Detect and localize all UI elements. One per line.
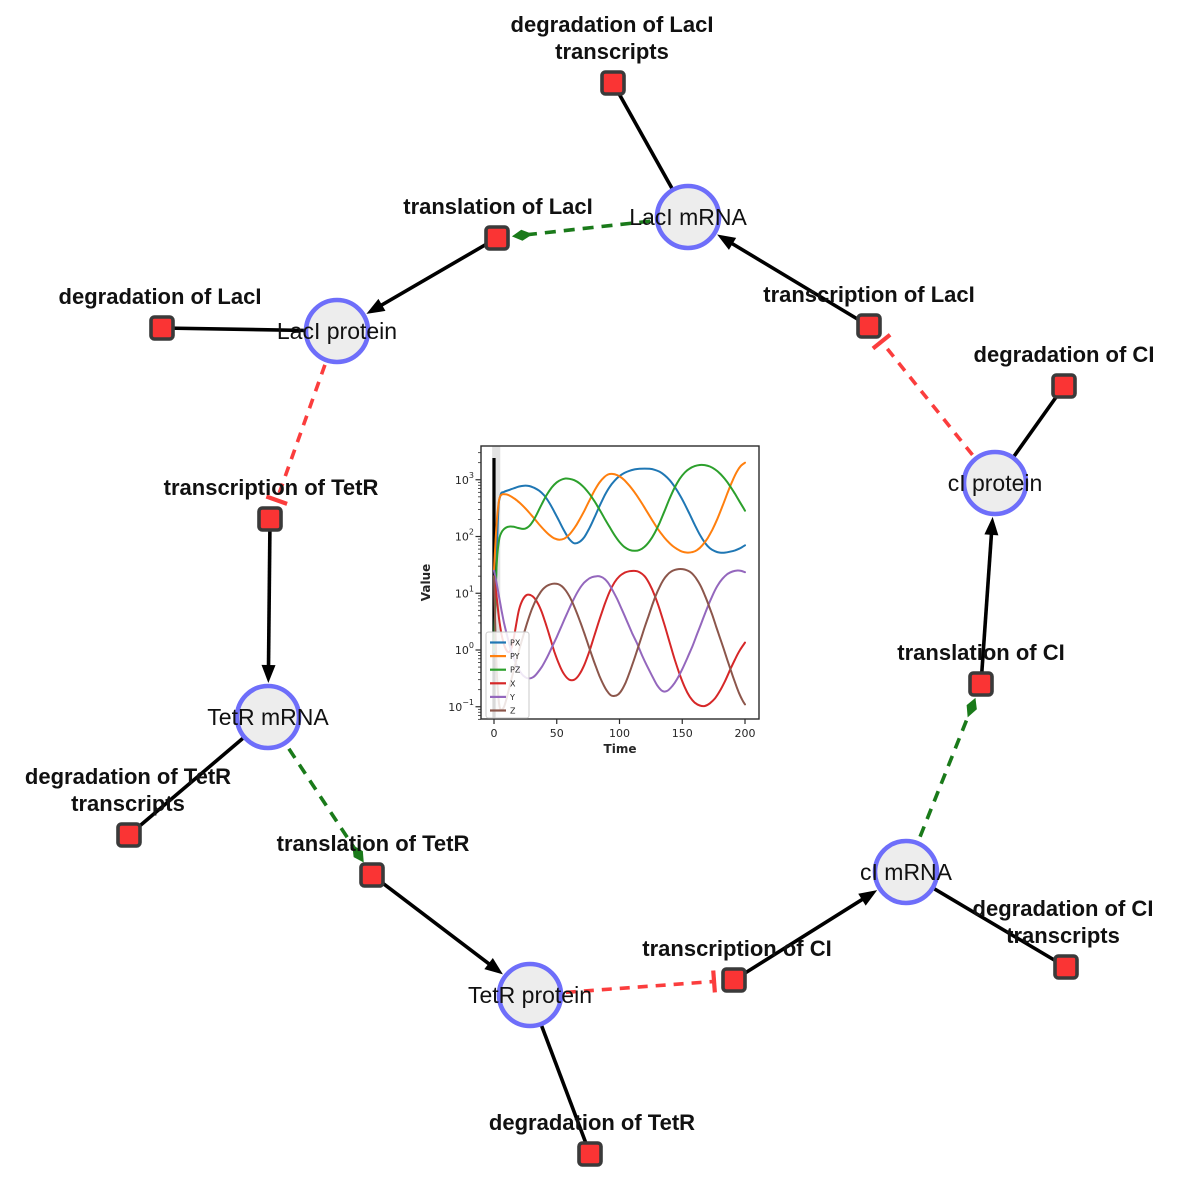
edge-laci-protein-to-transcription-of-tetr-tbar-icon [265, 494, 288, 506]
chart-y-tick-label: 103 [455, 471, 474, 487]
chart-y-tick-label: 10−1 [448, 698, 474, 714]
chart-x-tick-label: 0 [491, 727, 498, 740]
chart-yaxis-label: Value [419, 564, 433, 602]
reaction-label-degradation-of-laci: degradation of LacI [59, 284, 262, 309]
chart-legend-label-PY: PY [510, 652, 520, 661]
chart-line-Z [493, 568, 746, 712]
reaction-label-degradation-of-ci-transcripts: degradation of CI transcripts [973, 896, 1154, 948]
reaction-node-degradation-of-tetr-transcripts [116, 822, 142, 848]
chart-xaxis-label: Time [604, 742, 637, 756]
edge-translation-of-laci-to-laci-protein [375, 236, 498, 310]
species-label-ci-protein: cI protein [948, 470, 1043, 496]
species-label-laci-mrna: LacI mRNA [629, 204, 747, 230]
chart-line-PZ [493, 463, 746, 651]
species-label-tetr-mrna: TetR mRNA [207, 704, 329, 730]
reaction-node-degradation-of-laci [149, 315, 175, 341]
edge-ci-mrna-to-translation-of-ci-arrowhead-icon [966, 697, 977, 718]
chart-series-lines [493, 461, 746, 712]
edge-translation-of-ci-to-ci-protein-arrowhead-icon [984, 516, 999, 536]
reaction-node-degradation-of-ci-transcripts [1053, 954, 1079, 980]
network-edges [127, 82, 1067, 1155]
chart-y-tick-label: 102 [455, 528, 474, 544]
edge-transcription-of-laci-to-laci-mrna-arrowhead-icon [717, 234, 737, 250]
chart-legend-label-Y: Y [509, 693, 515, 702]
reaction-node-degradation-of-ci [1051, 373, 1077, 399]
reaction-label-transcription-of-ci: transcription of CI [642, 936, 831, 961]
edge-tetr-protein-to-transcription-of-ci-tbar-icon [711, 970, 717, 993]
chart-x-tick-label: 200 [735, 727, 756, 740]
reaction-node-translation-of-tetr [359, 862, 385, 888]
reaction-label-degradation-of-tetr-transcripts: degradation of TetR transcripts [25, 764, 231, 816]
chart-x-tick-label: 50 [550, 727, 564, 740]
reaction-node-translation-of-laci [484, 225, 510, 251]
reaction-node-degradation-of-tetr [577, 1141, 603, 1167]
reaction-label-degradation-of-laci-transcripts: degradation of LacI transcripts [511, 12, 714, 64]
network-labels: degradation of LacI transcripts translatio… [25, 12, 1155, 1135]
edge-transcription-of-tetr-to-tetr-mrna-arrowhead-icon [261, 664, 276, 684]
reaction-node-transcription-of-tetr [257, 506, 283, 532]
species-node-laci-mrna [654, 183, 722, 251]
chart-line-PY [493, 461, 746, 572]
network-nodes [116, 70, 1079, 1167]
inset-chart: 0 50 100 150 200 103 102 101 100 10−1 Time Value PX P… [419, 445, 760, 756]
species-node-laci-protein [303, 297, 371, 365]
chart-legend-label-PX: PX [510, 639, 521, 648]
chart-line-PX [493, 467, 746, 654]
reaction-label-degradation-of-tetr: degradation of TetR [489, 1110, 695, 1135]
reaction-node-transcription-of-laci [856, 313, 882, 339]
species-node-ci-mrna [872, 838, 940, 906]
edge-laci-mrna-to-translation-of-laci-arrowhead-icon [511, 229, 533, 241]
edge-translation-of-tetr-to-tetr-protein-arrowhead-icon [484, 957, 503, 975]
chart-x-tick-label: 150 [672, 727, 693, 740]
species-label-laci-protein: LacI protein [277, 318, 397, 344]
edge-translation-of-tetr-to-tetr-protein [370, 873, 495, 969]
edge-ci-protein-to-transcription-of-laci-tbar-icon [871, 333, 892, 351]
species-node-ci-protein [961, 449, 1029, 517]
edge-laci-protein-to-transcription-of-tetr [275, 330, 339, 501]
chart-y-tick-label: 100 [455, 641, 474, 657]
reaction-node-transcription-of-ci [721, 967, 747, 993]
edge-transcription-of-laci-to-laci-mrna [726, 239, 870, 328]
reaction-label-translation-of-tetr: translation of TetR [277, 831, 470, 856]
reaction-label-transcription-of-tetr: transcription of TetR [164, 475, 379, 500]
reaction-label-degradation-of-ci: degradation of CI [974, 342, 1155, 367]
edge-transcription-of-tetr-to-tetr-mrna [266, 518, 272, 672]
species-node-tetr-protein [496, 961, 564, 1029]
chart-line-Y [493, 569, 746, 693]
edge-translation-of-laci-to-laci-protein-arrowhead-icon [366, 298, 386, 314]
edge-transcription-of-ci-to-ci-mrna [733, 894, 869, 982]
reaction-label-transcription-of-laci: transcription of LacI [763, 282, 974, 307]
chart-legend-label-Z: Z [510, 707, 516, 716]
chart-x-tick-label: 100 [609, 727, 630, 740]
chart-line-X [493, 569, 746, 708]
chart-legend-label-X: X [510, 679, 516, 688]
chart-legend-box [485, 631, 530, 719]
reaction-node-degradation-of-laci-transcripts [600, 70, 626, 96]
species-node-tetr-mrna [234, 683, 302, 751]
edge-ci-protein-to-transcription-of-laci [880, 340, 997, 485]
chart-legend-label-PZ: PZ [510, 666, 521, 675]
reaction-label-translation-of-ci: translation of CI [897, 640, 1064, 665]
edge-transcription-of-ci-to-ci-mrna-arrowhead-icon [858, 890, 878, 906]
edge-translation-of-ci-to-ci-protein [979, 528, 994, 685]
species-label-tetr-protein: TetR protein [468, 982, 592, 1008]
edge-tetr-mrna-to-translation-of-tetr-arrowhead-icon [352, 844, 364, 863]
reaction-label-translation-of-laci: translation of LacI [403, 194, 592, 219]
edge-tetr-protein-to-transcription-of-ci [529, 979, 715, 997]
chart-y-tick-label: 101 [455, 584, 474, 600]
species-label-ci-mrna: cI mRNA [860, 859, 953, 885]
reaction-node-translation-of-ci [968, 671, 994, 697]
